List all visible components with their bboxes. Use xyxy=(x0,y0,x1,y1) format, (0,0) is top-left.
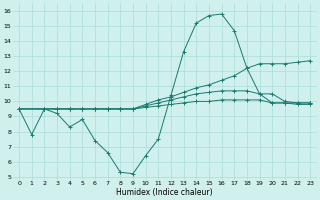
X-axis label: Humidex (Indice chaleur): Humidex (Indice chaleur) xyxy=(116,188,213,197)
